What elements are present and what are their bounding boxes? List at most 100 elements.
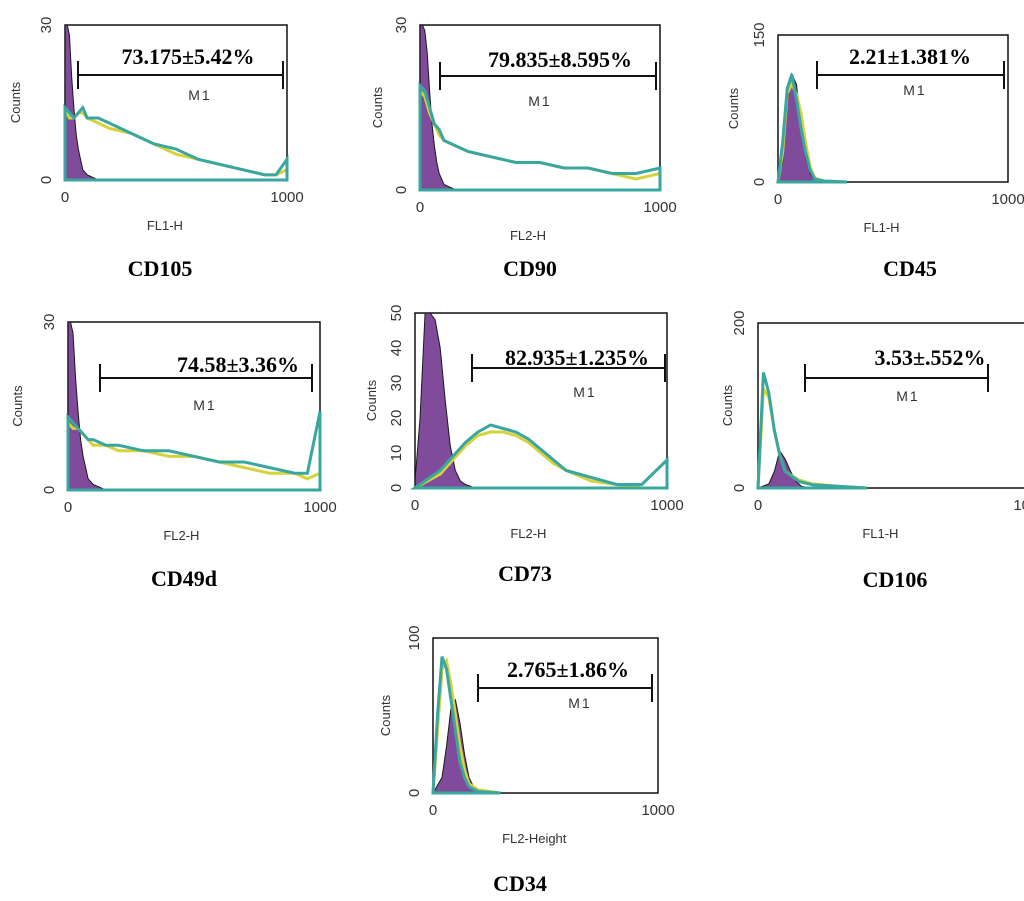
y-tick-label: 0 [38,176,55,184]
y-tick-label: 30 [388,375,405,392]
histogram-series [419,24,457,191]
y-tick-label: 30 [393,17,410,34]
histogram-series [431,656,501,795]
x-axis-label: FL1-H [862,526,898,541]
plot-frame [432,637,659,794]
gate-label: M1 [568,695,591,711]
histogram-plot: 82.935±1.235% M1 Counts 0 10 20 30 40 50 0 1000 FL2… [364,305,684,541]
gate-marker [477,674,653,702]
x-tick-label: 1000 [650,497,683,514]
panel-caption: CD49d [150,566,217,591]
histogram-panel-cd45: 2.21±1.381% M1 Counts 0 150 0 1000 FL1-H CD45 [720,0,1024,290]
histogram-panel-cd106: 3.53±.552% M1 Counts 0 200 0 1000 FL1-H CD106 [720,305,1024,605]
x-tick-label: 0 [61,189,69,206]
gate-label: M1 [528,93,551,109]
y-axis-label: Counts [720,384,735,426]
x-tick-label: 1000 [270,189,303,206]
gate-label: M1 [188,87,211,103]
panel-caption: CD106 [862,567,928,592]
plot-frame [757,322,1024,489]
panel-caption: CD105 [127,256,193,281]
histogram-series [66,411,322,492]
gate-label: M1 [573,384,596,400]
histogram-series [410,423,669,490]
x-axis-label: FL2-H [510,228,546,243]
x-tick-label: 0 [416,199,424,216]
y-tick-label: 30 [41,314,58,331]
positive-percentage-label: 74.58±3.36% [177,352,299,377]
histogram-panel-cd49d: 74.58±3.36% M1 Counts 0 30 0 1000 FL2-H CD49d [0,310,337,600]
histogram-series [776,73,848,184]
y-axis-label: Counts [726,87,741,129]
histogram-series [756,372,867,490]
y-axis-label: Counts [364,379,379,421]
y-axis-label: Counts [378,694,393,736]
gate-marker [471,354,666,382]
x-axis-label: FL2-Height [502,831,567,846]
x-axis-label: FL1-H [863,220,899,235]
y-axis-label: Counts [10,385,25,427]
positive-percentage-label: 2.21±1.381% [849,44,971,69]
gate-label: M1 [903,82,926,98]
y-tick-label: 40 [388,340,405,357]
histogram-plot: 3.53±.552% M1 Counts 0 200 0 1000 FL1-H [720,310,1024,541]
gate-marker [77,61,284,89]
y-axis-label: Counts [8,81,23,123]
y-tick-label: 0 [731,484,748,492]
plot-frame [414,312,668,489]
y-tick-label: 10 [388,445,405,462]
x-tick-label: 1000 [1013,497,1024,514]
y-tick-label: 50 [388,305,405,322]
panel-caption: CD90 [503,256,557,281]
x-tick-label: 0 [64,499,72,516]
positive-percentage-label: 3.53±.552% [874,345,985,370]
x-tick-label: 1000 [991,191,1024,208]
x-tick-label: 0 [774,191,782,208]
positive-percentage-label: 82.935±1.235% [505,345,649,370]
y-tick-label: 20 [388,410,405,427]
x-axis-label: FL2-H [163,528,199,543]
histogram-series [67,321,107,491]
gate-label: M1 [896,388,919,404]
x-tick-label: 0 [411,497,419,514]
y-tick-label: 200 [731,310,748,335]
plot-frame [67,321,321,491]
x-axis-label: FL1-H [147,218,183,233]
histogram-plot: 79.835±8.595% M1 Counts 0 30 0 1000 FL2-H [370,17,677,243]
x-tick-label: 1000 [643,199,676,216]
x-tick-label: 0 [754,497,762,514]
y-tick-label: 0 [751,178,768,186]
histogram-series [63,103,289,182]
histogram-series [64,24,99,181]
x-tick-label: 1000 [641,802,674,819]
histogram-panel-cd34: 2.765±1.86% M1 Counts 0 100 0 1000 FL2-Height C… [370,625,680,896]
y-tick-label: 30 [38,17,55,34]
positive-percentage-label: 2.765±1.86% [507,657,629,682]
histogram-panel-cd90: 79.835±8.595% M1 Counts 0 30 0 1000 FL2-H CD90 [360,0,680,290]
panel-caption: CD34 [493,871,547,896]
positive-percentage-label: 79.835±8.595% [488,47,632,72]
x-axis-label: FL2-H [510,526,546,541]
y-axis-label: Counts [370,86,385,128]
y-tick-label: 0 [393,186,410,194]
panel-caption: CD73 [498,561,552,586]
x-tick-label: 0 [429,802,437,819]
histogram-panel-cd105: 73.175±5.42% M1 Counts 0 30 0 1000 FL1-H CD105 [0,0,304,290]
x-tick-label: 1000 [303,499,336,516]
histogram-plot: 2.21±1.381% M1 Counts 0 150 0 1000 FL1-H [726,22,1024,235]
gate-marker [439,62,657,90]
histogram-series [418,81,662,192]
gate-marker [804,364,989,392]
positive-percentage-label: 73.175±5.42% [121,44,254,69]
histogram-series [414,312,476,489]
gate-marker [816,61,1005,89]
histogram-panel-cd73: 82.935±1.235% M1 Counts 0 10 20 30 40 50 0 1000 FL2… [360,305,690,600]
y-tick-label: 0 [388,484,405,492]
histogram-plot: 73.175±5.42% M1 Counts 0 30 0 1000 FL1-H [8,17,304,233]
panel-caption: CD45 [883,256,937,281]
histogram-plot: 74.58±3.36% M1 Counts 0 30 0 1000 FL2-H [10,314,337,543]
y-tick-label: 150 [751,22,768,47]
plot-frame [777,34,1009,183]
y-tick-label: 100 [406,625,423,650]
